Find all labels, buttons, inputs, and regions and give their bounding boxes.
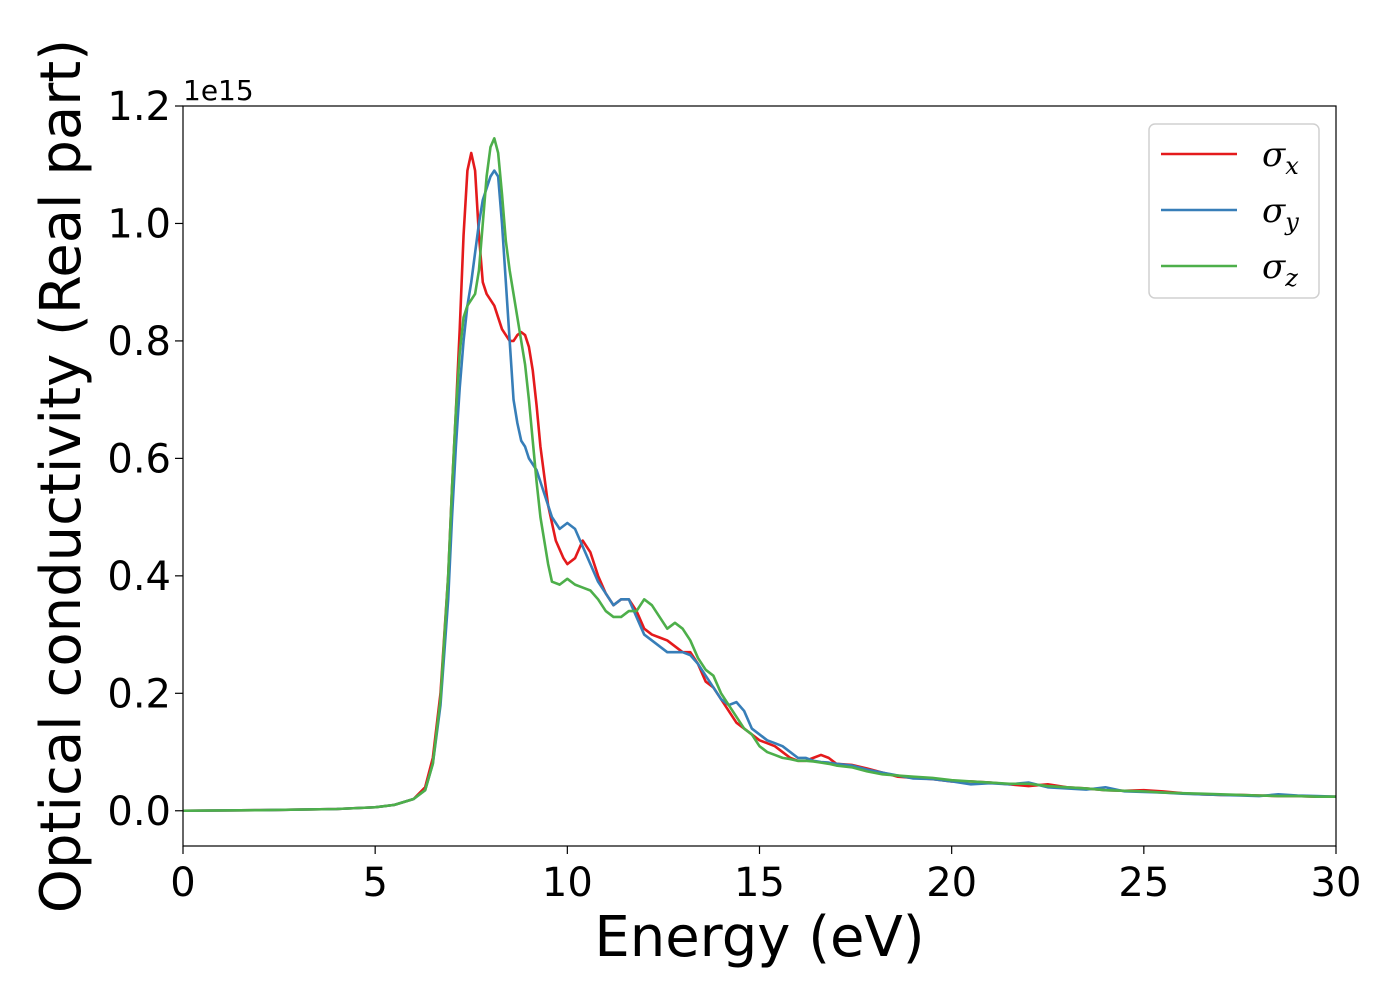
series-layer bbox=[183, 137, 1336, 813]
y-axis: 0.0 0.2 0.4 0.6 0.8 1.0 1.2 bbox=[107, 84, 183, 835]
y-tick-label: 1.0 bbox=[107, 201, 171, 247]
y-axis-label: Optical conductivity (Real part) bbox=[29, 39, 94, 913]
y-tick-label: 1.2 bbox=[107, 84, 171, 130]
y-tick-label: 0.4 bbox=[107, 554, 171, 600]
series-line-z bbox=[183, 137, 1336, 813]
x-tick-label: 10 bbox=[542, 860, 593, 906]
x-tick-label: 20 bbox=[926, 860, 977, 906]
legend-label-z: σz bbox=[1262, 247, 1298, 292]
y-tick-label: 0.0 bbox=[107, 789, 171, 835]
x-tick-label: 0 bbox=[170, 860, 195, 906]
y-tick-label: 0.2 bbox=[107, 671, 171, 717]
x-axis: 0 5 10 15 20 25 30 bbox=[170, 846, 1361, 906]
y-offset-text: 1e15 bbox=[183, 74, 254, 107]
legend: σx σy σz bbox=[1148, 123, 1320, 299]
legend-label-x: σx bbox=[1262, 135, 1299, 180]
legend-label-y: σy bbox=[1262, 191, 1299, 236]
series-line-x bbox=[183, 151, 1336, 813]
x-tick-label: 30 bbox=[1311, 860, 1362, 906]
x-axis-label: Energy (eV) bbox=[594, 905, 924, 970]
x-tick-label: 5 bbox=[362, 860, 387, 906]
y-tick-label: 0.8 bbox=[107, 319, 171, 365]
y-tick-label: 0.6 bbox=[107, 436, 171, 482]
x-tick-label: 25 bbox=[1118, 860, 1169, 906]
x-tick-label: 15 bbox=[734, 860, 785, 906]
